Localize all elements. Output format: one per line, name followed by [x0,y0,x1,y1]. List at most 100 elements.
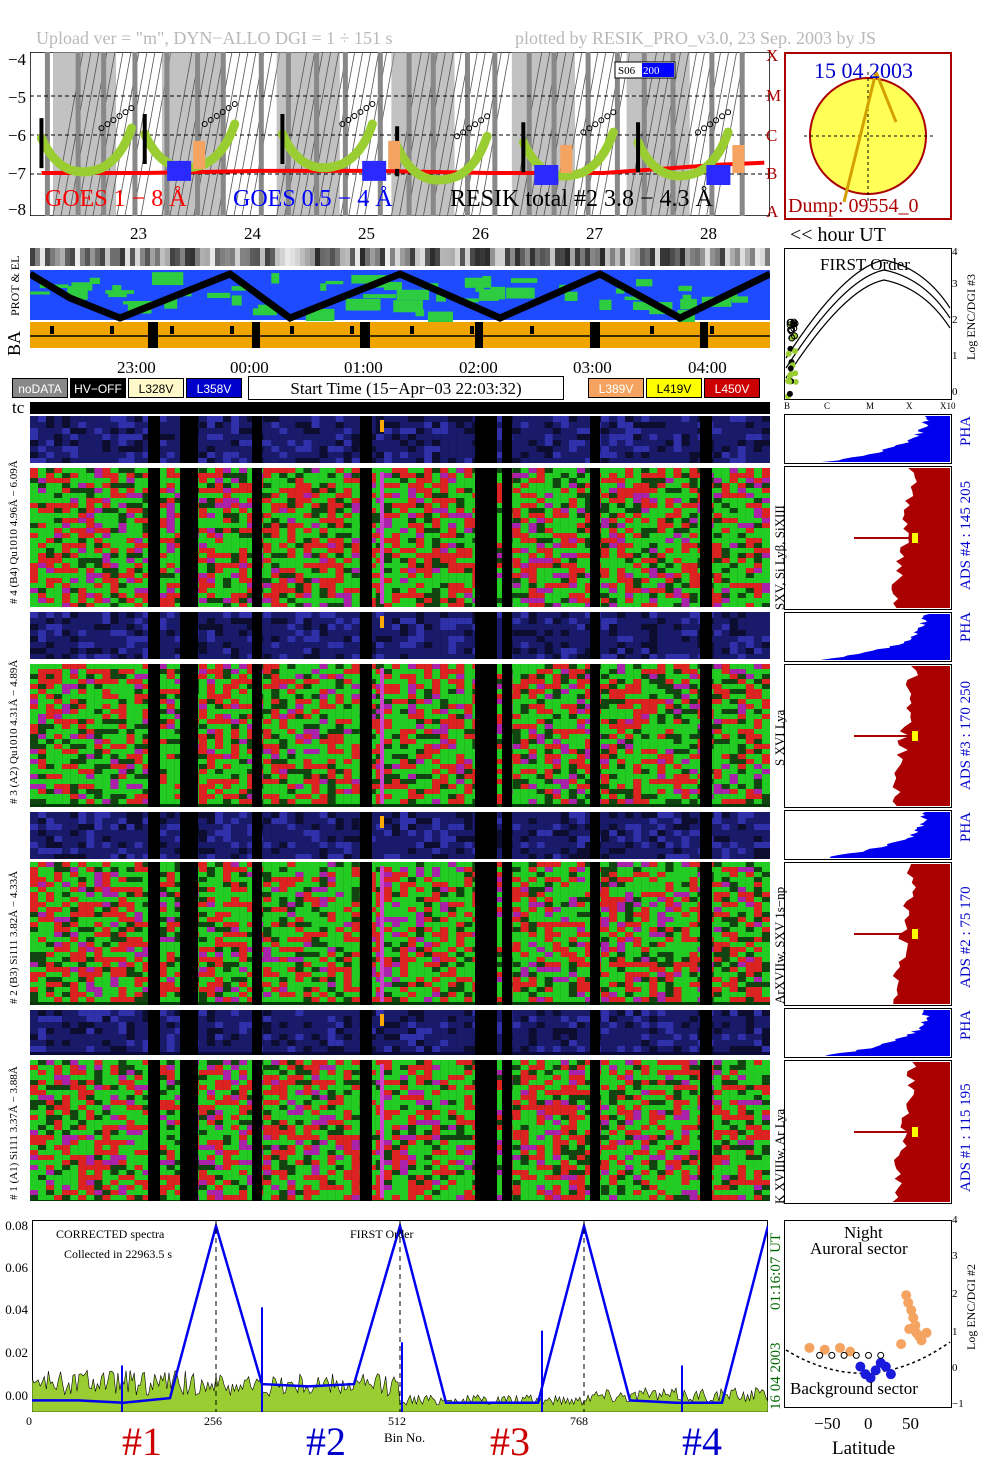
spectro-cell [408,568,417,573]
gray-cell [530,248,535,266]
spectro-cell [625,558,634,563]
pha-cell [295,612,304,618]
pha-cell [400,416,409,422]
spectro-cell [641,468,650,473]
prot-green-patch [393,300,423,313]
spectro-cell [86,789,95,794]
spectro-cell [512,593,521,598]
spectro-cell [351,603,360,608]
spectro-cell [287,528,296,533]
spectro-cell [126,729,135,734]
spectro-cell [94,784,103,789]
pha-cell [142,422,151,428]
spectro-cell [609,528,618,533]
pha-cell [761,458,770,464]
spectro-cell [585,523,594,528]
spectro-cell [142,674,151,679]
spectro-cell [689,543,698,548]
spectro-cell [601,568,610,573]
first-order-points [785,318,799,400]
spectro-cell [215,518,224,523]
pha-cell [319,624,328,630]
spectro-cell [383,493,392,498]
spectro-cell [737,513,746,518]
pha-cell [576,642,585,648]
spectro-cell [649,538,658,543]
spectro-cell [528,598,537,603]
orbit-label: 27 [586,224,603,243]
spectro-cell [231,488,240,493]
spectro-cell [400,583,409,588]
spectro-cell [78,473,87,478]
pha-cell [102,422,111,428]
spectro-cell [223,598,232,603]
orange-blob [560,145,573,173]
spectro-cell [86,468,95,473]
spectro-cell [46,508,55,513]
spectro-cell [448,578,457,583]
spectro-cell [552,538,561,543]
hatch-line [249,52,281,216]
spectro-cell [78,704,87,709]
pha-cell [424,440,433,446]
pha-cell [62,434,71,440]
pha-cell [78,642,87,648]
resik-point [345,117,352,123]
pha-cell [657,624,666,630]
spectro-cell [729,538,738,543]
spectro-cell [78,789,87,794]
spectro-cell [126,774,135,779]
spectro-cell [753,513,762,518]
gray-cell [265,248,270,266]
spectro-cell [745,508,754,513]
spectro-cell [206,468,215,473]
gray-cell [45,248,50,266]
pha-cell [408,440,417,446]
spectro-cell [78,468,87,473]
spectro-cell [641,603,650,608]
pha-cell [70,630,79,636]
pha-cell [375,422,384,428]
spectro-cell [649,593,658,598]
spectro-cell [649,503,658,508]
pha-cell [126,416,135,422]
spectro-cell [753,503,762,508]
spectro-cell [625,498,634,503]
pha-cell [327,446,336,452]
spectro-cell [303,598,312,603]
spectro-cell [287,488,296,493]
spectro-cell [448,528,457,533]
first-order-xticks: B C M X X10 [784,401,964,413]
spectro-cell [54,724,63,729]
spectro-cell [375,513,384,518]
spectro-cell [440,493,449,498]
pha-cell [657,434,666,440]
spectro-cell [158,528,167,533]
pha-cell [102,612,111,618]
spectro-cell [271,538,280,543]
spectro-cell [327,548,336,553]
resik-point [454,133,461,140]
spectro-cell [102,799,111,804]
spectro-cell [585,528,594,533]
gray-cell [55,248,60,266]
spectro-cell [351,533,360,538]
spectro-cell [78,588,87,593]
spectro-cell [568,603,577,608]
spectro-cell [86,674,95,679]
pha-cell [585,434,594,440]
pha-cell [673,458,682,464]
pha-cell [231,636,240,642]
spectro-cell [753,603,762,608]
spectro-cell [713,523,722,528]
pha-cell [737,440,746,446]
spectro-cell [375,593,384,598]
spectro-cell [247,468,256,473]
spectro-cell [94,593,103,598]
pha-cell [625,648,634,654]
spectro-cell [46,719,55,724]
spectro-cell [54,478,63,483]
spectro-cell [601,588,610,593]
spectro-cell [440,468,449,473]
